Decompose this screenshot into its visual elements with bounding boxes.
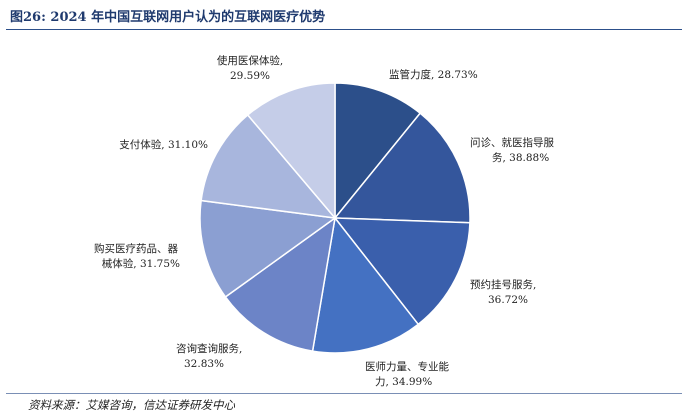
slice-label-4: 医师力量、专业能力, 34.99%	[365, 360, 449, 388]
pie-slice-2	[333, 112, 471, 224]
slice-label-line: 预约挂号服务,	[470, 278, 536, 291]
slice-label-line: 支付体验, 31.10%	[119, 138, 208, 151]
slice-label-2: 问诊、就医指导服务, 38.88%	[470, 136, 554, 164]
slice-label-line: 购买医疗药品、器	[94, 242, 178, 255]
slice-label-line: 使用医保体验,	[217, 54, 283, 67]
pie-slice-4	[311, 216, 420, 354]
pie-slice-8	[246, 82, 336, 221]
slice-label-line: 29.59%	[230, 70, 270, 82]
slice-label-6: 购买医疗药品、器械体验, 31.75%	[94, 242, 180, 270]
slice-label-1: 监管力度, 28.73%	[389, 68, 478, 81]
slice-labels: 监管力度, 28.73% 问诊、就医指导服务, 38.88% 预约挂号服务, 36.7…	[94, 54, 554, 388]
pie-slice-1	[334, 82, 422, 221]
pie-slice-3	[333, 217, 471, 326]
slice-label-line: 36.72%	[488, 294, 528, 306]
chart-title: 图26: 2024 年中国互联网用户认为的互联网医疗优势	[10, 10, 326, 25]
slice-label-line: 咨询查询服务,	[176, 342, 242, 355]
source-divider	[6, 393, 682, 394]
slice-label-line: 监管力度, 28.73%	[389, 68, 478, 81]
slice-label-line: 力, 34.99%	[375, 375, 432, 388]
slice-label-line: 务, 38.88%	[492, 151, 549, 164]
slice-label-8: 使用医保体验, 29.59%	[217, 54, 283, 82]
pie-slice-6	[199, 199, 337, 298]
pie-slice-7	[200, 113, 337, 219]
slice-label-7: 支付体验, 31.10%	[119, 138, 208, 151]
slice-label-line: 问诊、就医指导服	[470, 136, 554, 149]
slice-label-line: 医师力量、专业能	[365, 360, 449, 373]
slice-label-line: 械体验, 31.75%	[102, 257, 180, 270]
slice-label-line: 32.83%	[184, 358, 224, 370]
title-divider	[6, 29, 682, 30]
slice-label-5: 咨询查询服务, 32.83%	[176, 342, 242, 370]
source-note: 资料来源：艾媒咨询，信达证券研发中心	[28, 398, 235, 412]
pie-slice-5	[224, 216, 337, 352]
pie-slices	[199, 82, 471, 354]
slice-label-3: 预约挂号服务, 36.72%	[470, 278, 536, 306]
